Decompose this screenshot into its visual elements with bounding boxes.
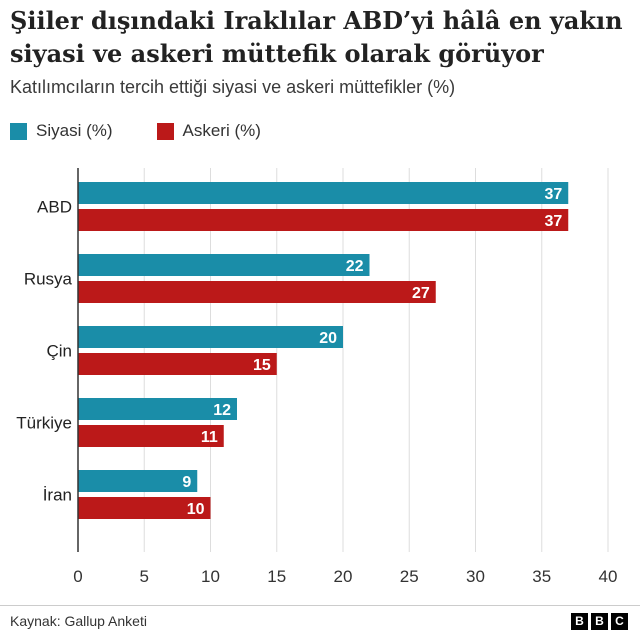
x-tick-label: 35 (532, 567, 551, 586)
bbc-logo: B B C (571, 613, 628, 630)
x-tick-label: 10 (201, 567, 220, 586)
legend-label-siyasi: Siyasi (%) (36, 121, 113, 140)
legend-swatch-siyasi (10, 122, 27, 140)
legend-swatch-askeri (156, 122, 174, 140)
data-label: 11 (201, 429, 218, 446)
category-label: Türkiye (16, 414, 72, 433)
data-label: 9 (182, 474, 191, 491)
legend-item-siyasi: Siyasi (%) (10, 121, 113, 141)
category-label: ABD (37, 198, 72, 217)
data-label: 10 (187, 501, 205, 518)
data-label: 27 (412, 285, 430, 302)
bar (78, 254, 370, 276)
bar (78, 326, 343, 348)
bar (78, 281, 436, 303)
bar (78, 182, 569, 204)
x-tick-label: 5 (140, 567, 149, 586)
legend-label-askeri: Askeri (%) (182, 121, 261, 140)
bar (78, 398, 237, 420)
bar-chart: 0 5 10 15 20 25 30 35 40 ABD 37 37 Rusya 22 27 Çin 20 15 T… (16, 168, 618, 586)
bar (78, 470, 198, 492)
chart-title: Şiiler dışındaki Iraklılar ABD’yi hâlâ e… (10, 6, 623, 68)
legend-item-askeri: Askeri (%) (156, 121, 261, 141)
x-tick-label: 20 (334, 567, 353, 586)
source-note: Kaynak: Gallup Anketi (10, 613, 147, 629)
data-label: 12 (213, 402, 231, 419)
x-tick-label: 15 (267, 567, 286, 586)
bar (78, 353, 277, 375)
data-label: 20 (319, 330, 337, 347)
category-label: İran (43, 486, 72, 505)
data-label: 22 (346, 258, 364, 275)
chart-subtitle: Katılımcıların tercih ettiği siyasi ve a… (10, 77, 456, 97)
bar (78, 425, 224, 447)
bar (78, 497, 211, 519)
data-label: 37 (544, 186, 562, 203)
bar (78, 209, 569, 231)
data-label: 37 (544, 213, 562, 230)
footer-divider (0, 605, 640, 606)
data-label: 15 (253, 357, 271, 374)
category-label: Rusya (24, 270, 73, 289)
logo-letter: C (611, 613, 628, 630)
legend: Siyasi (%) Askeri (%) (10, 120, 305, 142)
category-label: Çin (46, 342, 72, 361)
x-tick-label: 0 (73, 567, 82, 586)
x-tick-label: 25 (400, 567, 419, 586)
x-tick-label: 40 (599, 567, 618, 586)
logo-letter: B (571, 613, 588, 630)
x-tick-label: 30 (466, 567, 485, 586)
logo-letter: B (591, 613, 608, 630)
